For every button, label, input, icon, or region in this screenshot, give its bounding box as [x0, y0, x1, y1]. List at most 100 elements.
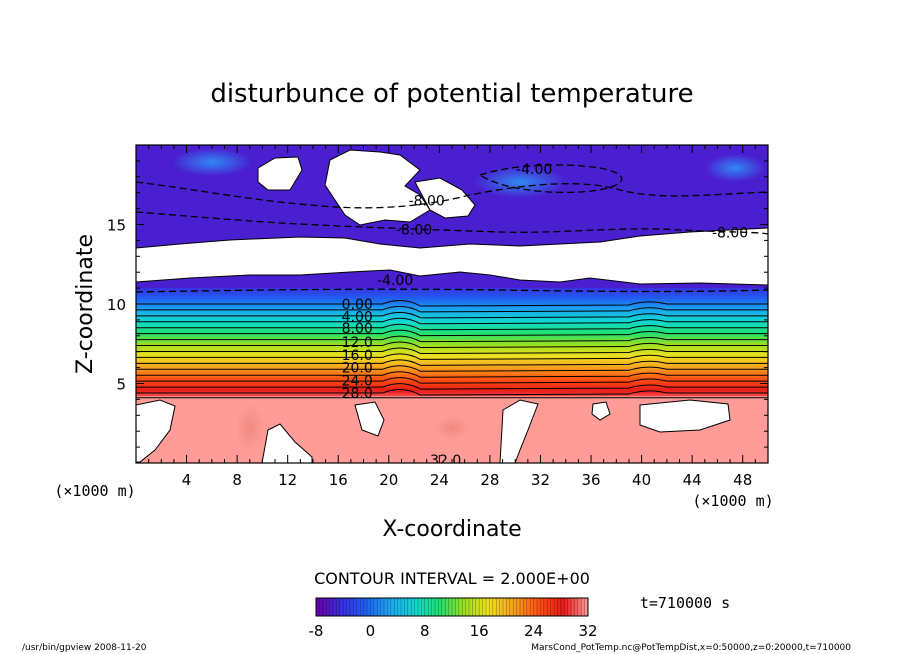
colorbar-tick-label: 0 — [366, 622, 376, 640]
footer-right: MarsCond_PotTemp.nc@PotTempDist,x=0:5000… — [531, 643, 851, 653]
contour-label: -8.00 — [409, 194, 445, 210]
contour-line — [136, 365, 768, 372]
x-tick-label: 48 — [733, 471, 752, 489]
contour-line — [136, 211, 768, 235]
colorbar-segment — [537, 598, 541, 616]
contour-line — [136, 377, 768, 384]
colorbar-segment — [550, 598, 555, 616]
colorbar-segment — [574, 598, 579, 616]
colorbar-segment — [489, 598, 494, 616]
field-band — [136, 317, 768, 322]
y-axis: 5 10 15 — [107, 160, 768, 448]
colorbar-segment — [448, 598, 453, 616]
colorbar-tick-label: 8 — [420, 622, 430, 640]
field-band — [136, 371, 768, 376]
colorbar-segment — [435, 598, 439, 616]
y-axis-unit: (×1000 m) — [54, 482, 135, 500]
colorbar-segment — [469, 598, 473, 616]
colorbar-segment — [329, 598, 334, 616]
colorbar-segment — [339, 598, 344, 616]
y-axis-label: Z-coordinate — [73, 234, 98, 374]
x-tick-label: 40 — [632, 471, 651, 489]
contour-line — [136, 181, 768, 209]
colorbar-segment — [577, 598, 582, 616]
contour-label: -8.00 — [396, 222, 432, 238]
colorbar-tick-label: -8 — [309, 622, 324, 640]
colorbar-segment — [373, 598, 378, 616]
colorbar-segment — [404, 598, 409, 616]
colorbar-segment — [353, 598, 358, 616]
contour-line — [136, 317, 768, 325]
x-tick-label: 28 — [480, 471, 499, 489]
field-band — [136, 293, 768, 297]
contour-line — [136, 305, 768, 313]
colorbar-segment — [516, 598, 521, 616]
x-tick-label: 32 — [531, 471, 550, 489]
colorbar-segment — [479, 598, 483, 616]
colorbar-segment — [387, 598, 392, 616]
x-tick-label: 16 — [329, 471, 348, 489]
colorbar-segment — [343, 598, 347, 616]
field-band — [136, 344, 768, 349]
colorbar-segment — [540, 598, 545, 616]
x-tick-label: 20 — [379, 471, 398, 489]
field-blob — [236, 404, 264, 452]
time-label: t=710000 s — [640, 594, 730, 612]
field-band — [136, 380, 768, 384]
x-tick-label: 24 — [430, 471, 449, 489]
colorbar-segment — [350, 598, 354, 616]
contour-label: 0.00 — [342, 297, 373, 313]
white-patch — [639, 399, 731, 433]
field-band — [136, 366, 768, 370]
contour-label: 32.0 — [430, 453, 461, 469]
plot-area: -4.00-8.00-8.00 -8.00-4.000.004.008.0012.… — [136, 145, 768, 469]
field-band — [136, 358, 768, 362]
colorbar-segment — [584, 598, 589, 616]
colorbar-segment — [472, 598, 477, 616]
field-band — [136, 298, 768, 303]
colorbar-segment — [441, 598, 446, 616]
colorbar-segment — [356, 598, 361, 616]
contour-line — [136, 300, 768, 307]
field-band — [136, 361, 768, 365]
contour-line — [479, 164, 623, 193]
white-patch — [354, 401, 385, 437]
x-axis: 4 8 12 16 20 24 28 32 36 40 44 48 — [148, 145, 756, 489]
contour-label: 12.0 — [342, 335, 373, 351]
contour-label: -4.00 — [377, 273, 413, 289]
colorbar-segment — [370, 598, 375, 616]
field-band — [136, 320, 768, 324]
field-band — [136, 331, 768, 335]
x-axis-unit: (×1000 m) — [692, 492, 773, 510]
colorbar-segment — [346, 598, 351, 616]
contour-line — [136, 311, 768, 319]
contour-label: 24.0 — [342, 373, 373, 389]
contour-line — [136, 329, 768, 337]
white-patch — [257, 156, 303, 191]
colorbar-segment — [520, 598, 524, 616]
field-band — [136, 382, 768, 387]
colorbar-segment — [428, 598, 432, 616]
colorbar-segment — [411, 598, 415, 616]
colorbar-segment — [336, 598, 341, 616]
contour-label: 4.00 — [342, 310, 373, 326]
colorbar-segment — [581, 598, 585, 616]
colorbar-segment — [401, 598, 405, 616]
y-tick-label: 10 — [107, 296, 126, 314]
contour-line — [136, 341, 768, 349]
x-tick-label: 44 — [683, 471, 702, 489]
colorbar-ticks: -8 0 8 16 24 32 — [309, 622, 598, 640]
colorbar-segment — [486, 598, 490, 616]
contour-interval: CONTOUR INTERVAL = 2.000E+00 — [314, 569, 590, 588]
colorbar-segment — [326, 598, 330, 616]
colorbar-tick-label: 32 — [578, 622, 597, 640]
field-band — [136, 288, 768, 292]
colorbar-segment — [465, 598, 470, 616]
field-band — [136, 347, 768, 351]
contour-line — [136, 389, 768, 396]
negative-contours — [136, 164, 768, 293]
contour-line — [136, 371, 768, 378]
colorbar-segment — [503, 598, 507, 616]
white-patch — [591, 401, 611, 421]
colorbar-segment — [390, 598, 395, 616]
